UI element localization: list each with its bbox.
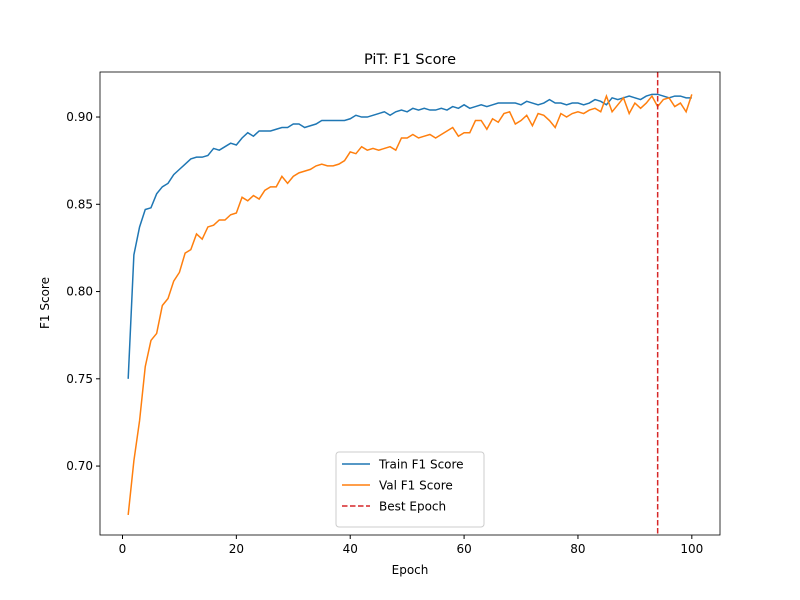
y-tick-label: 0.80 xyxy=(66,285,93,299)
line-series xyxy=(127,93,692,379)
legend-label: Val F1 Score xyxy=(379,479,453,493)
y-tick-label: 0.70 xyxy=(66,459,93,473)
x-tick-label: 40 xyxy=(343,542,358,556)
y-axis-label: F1 Score xyxy=(38,277,52,329)
legend-label: Best Epoch xyxy=(379,500,446,514)
y-tick-label: 0.90 xyxy=(66,110,93,124)
x-tick-label: 80 xyxy=(570,542,585,556)
x-tick-label: 100 xyxy=(680,542,703,556)
axes-frame xyxy=(99,71,721,536)
chart-title: PiT: F1 Score xyxy=(364,52,456,68)
y-tick-label: 0.75 xyxy=(66,372,93,386)
x-tick-label: 60 xyxy=(456,542,471,556)
legend-box xyxy=(335,451,485,528)
legend-label: Train F1 Score xyxy=(378,458,464,472)
x-tick-label: 0 xyxy=(119,542,127,556)
line-series xyxy=(127,93,693,516)
x-tick-label: 20 xyxy=(229,542,244,556)
x-axis-label: Epoch xyxy=(392,563,429,577)
y-tick-label: 0.85 xyxy=(66,197,93,211)
